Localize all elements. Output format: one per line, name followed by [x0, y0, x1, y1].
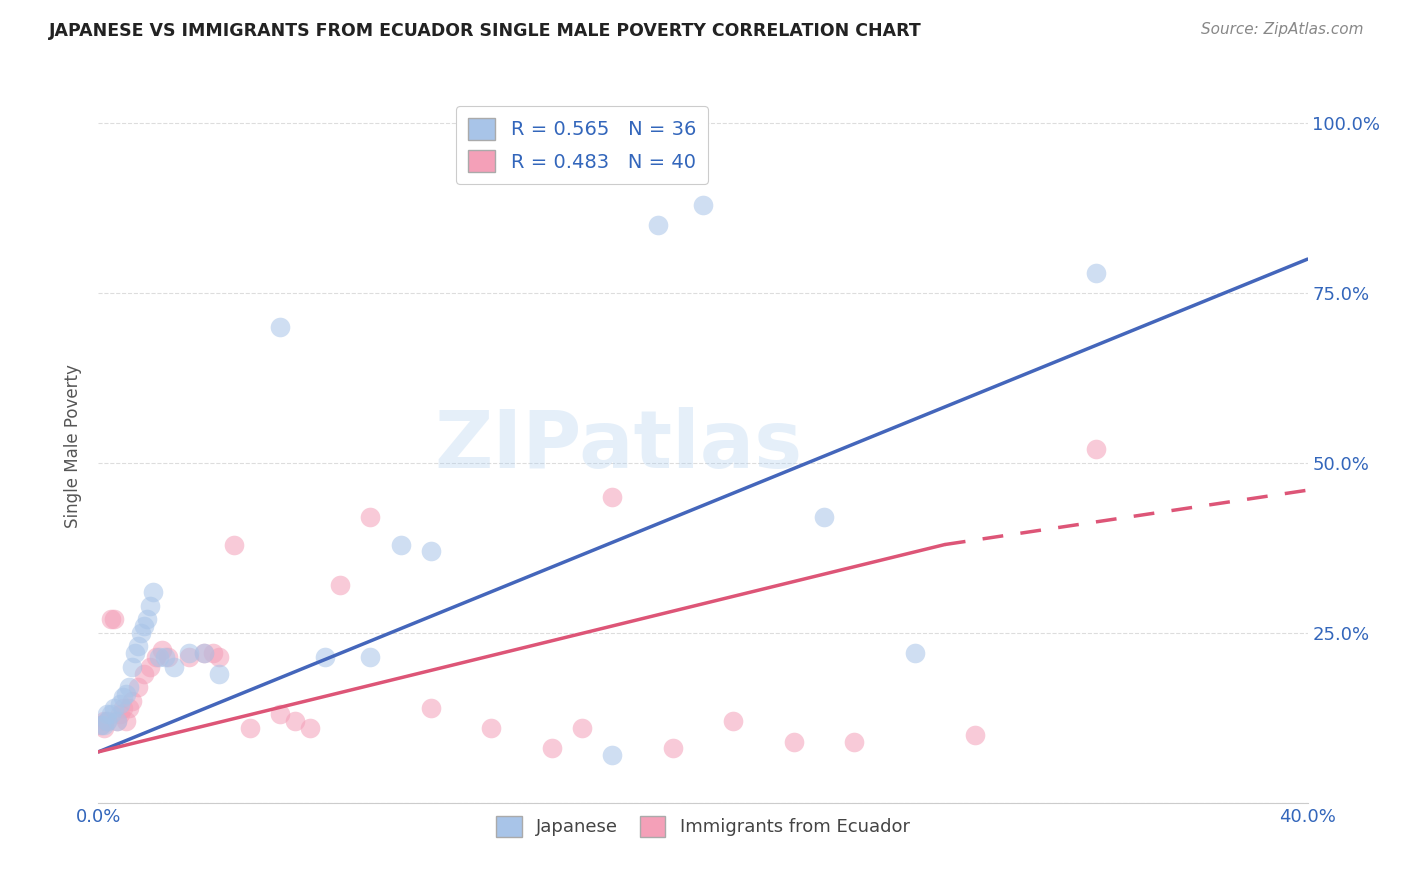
Point [602, 748, 624, 763]
Point [314, 649, 336, 664]
Point [208, 666, 231, 681]
Point [100, 612, 122, 626]
Point [783, 734, 806, 748]
Point [179, 646, 201, 660]
Point [179, 649, 201, 664]
Point [139, 599, 162, 613]
Point [156, 649, 179, 664]
Point [844, 734, 866, 748]
Point [132, 666, 155, 681]
Point [135, 612, 157, 626]
Text: ZIPatlas: ZIPatlas [434, 407, 803, 485]
Point [132, 619, 155, 633]
Point [1085, 266, 1108, 280]
Text: JAPANESE VS IMMIGRANTS FROM ECUADOR SINGLE MALE POVERTY CORRELATION CHART: JAPANESE VS IMMIGRANTS FROM ECUADOR SING… [49, 22, 922, 40]
Point [127, 640, 149, 654]
Point [103, 700, 125, 714]
Point [90, 717, 112, 731]
Legend: Japanese, Immigrants from Ecuador: Japanese, Immigrants from Ecuador [489, 808, 917, 844]
Point [1085, 442, 1108, 457]
Point [284, 714, 307, 729]
Point [96, 714, 118, 729]
Point [602, 490, 624, 504]
Point [420, 700, 443, 714]
Point [299, 721, 322, 735]
Point [239, 721, 262, 735]
Point [145, 649, 167, 664]
Point [114, 714, 136, 729]
Point [108, 707, 131, 722]
Point [193, 646, 215, 660]
Point [93, 721, 115, 735]
Point [965, 728, 987, 742]
Point [121, 694, 143, 708]
Point [108, 698, 131, 712]
Point [661, 741, 683, 756]
Point [111, 690, 134, 705]
Point [150, 643, 173, 657]
Point [540, 741, 562, 756]
Point [481, 721, 503, 735]
Point [389, 537, 412, 551]
Point [571, 721, 593, 735]
Point [103, 612, 125, 626]
Point [153, 649, 176, 664]
Point [360, 649, 382, 664]
Point [139, 660, 162, 674]
Point [163, 660, 186, 674]
Point [93, 714, 115, 729]
Point [127, 680, 149, 694]
Point [124, 646, 146, 660]
Point [93, 717, 115, 731]
Point [96, 707, 118, 722]
Point [105, 714, 128, 729]
Point [202, 646, 225, 660]
Point [142, 585, 165, 599]
Point [100, 707, 122, 722]
Point [118, 680, 141, 694]
Point [193, 646, 215, 660]
Point [224, 537, 246, 551]
Point [96, 714, 118, 729]
Point [360, 510, 382, 524]
Text: Source: ZipAtlas.com: Source: ZipAtlas.com [1201, 22, 1364, 37]
Point [904, 646, 927, 660]
Point [111, 700, 134, 714]
Point [114, 687, 136, 701]
Point [723, 714, 745, 729]
Point [105, 714, 128, 729]
Point [90, 717, 112, 731]
Point [692, 198, 714, 212]
Point [148, 649, 170, 664]
Point [269, 320, 291, 334]
Y-axis label: Single Male Poverty: Single Male Poverty [65, 364, 83, 528]
Point [118, 700, 141, 714]
Point [129, 626, 152, 640]
Point [208, 649, 231, 664]
Point [813, 510, 835, 524]
Point [269, 707, 291, 722]
Point [121, 660, 143, 674]
Point [329, 578, 352, 592]
Point [420, 544, 443, 558]
Point [647, 218, 669, 232]
